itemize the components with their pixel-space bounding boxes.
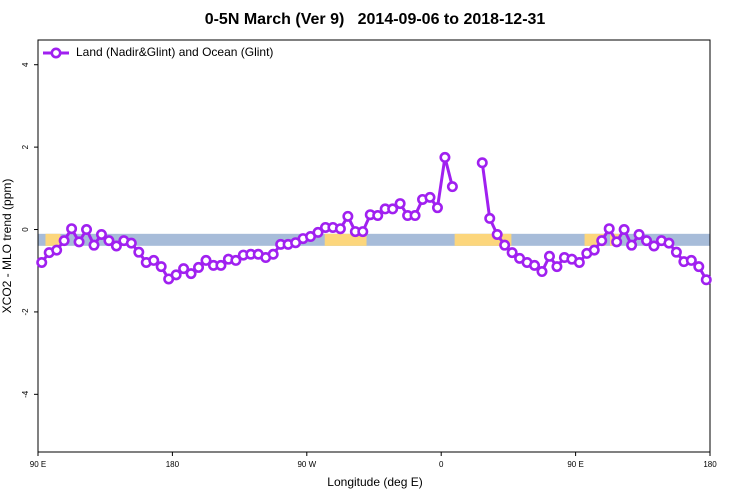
point [543, 250, 555, 262]
y-axis-label: XCO2 - MLO trend (ppm) [0, 179, 14, 314]
y-tick-label: -2 [21, 308, 30, 316]
point [334, 223, 346, 235]
legend-marker [50, 47, 62, 59]
point [424, 191, 436, 203]
point [588, 244, 600, 256]
point [51, 244, 63, 256]
point [73, 236, 85, 248]
point [596, 235, 608, 247]
point [394, 198, 406, 210]
point [110, 240, 122, 252]
point [125, 237, 137, 249]
surface-band [38, 233, 710, 246]
point [499, 239, 511, 251]
y-tick-label: 2 [21, 144, 30, 149]
legend-label: Land (Nadir&Glint) and Ocean (Glint) [76, 45, 273, 59]
point [446, 181, 458, 193]
x-tick-label: 90 E [30, 460, 46, 469]
y-tick-label: 0 [21, 227, 30, 232]
point [685, 254, 697, 266]
point [66, 223, 78, 235]
point [387, 203, 399, 215]
point [670, 246, 682, 258]
x-tick-label: 0 [439, 460, 444, 469]
point [626, 239, 638, 251]
point [267, 248, 279, 260]
point [529, 259, 541, 271]
point [58, 235, 70, 247]
point [81, 224, 93, 236]
point [133, 246, 145, 258]
point [536, 266, 548, 278]
point [200, 254, 212, 266]
point [36, 256, 48, 268]
point [476, 157, 488, 169]
point [431, 202, 443, 214]
point [148, 254, 160, 266]
point [700, 274, 712, 286]
point [155, 261, 167, 273]
point [603, 223, 615, 235]
point [230, 254, 242, 266]
point [312, 226, 324, 238]
point [491, 228, 503, 240]
y-tick-label: 4 [21, 62, 30, 67]
point [95, 228, 107, 240]
x-tick-label: 180 [703, 460, 717, 469]
point [663, 237, 675, 249]
point [103, 235, 115, 247]
y-tick-label: -4 [21, 390, 30, 398]
x-tick-label: 90 E [567, 460, 583, 469]
point [551, 261, 563, 273]
point [409, 210, 421, 222]
chart-title: 0-5N March (Ver 9) 2014-09-06 to 2018-12… [205, 11, 546, 28]
point [170, 269, 182, 281]
point [185, 268, 197, 280]
point [611, 236, 623, 248]
point [215, 259, 227, 271]
point [633, 228, 645, 240]
point [618, 224, 630, 236]
point [357, 226, 369, 238]
x-tick-label: 90 W [297, 460, 316, 469]
point [439, 151, 451, 163]
point [693, 261, 705, 273]
plot-frame [37, 39, 711, 453]
point [193, 261, 205, 273]
point [342, 210, 354, 222]
point [641, 235, 653, 247]
point [648, 240, 660, 252]
point [573, 256, 585, 268]
x-tick-label: 180 [166, 460, 180, 469]
point [372, 210, 384, 222]
point [88, 239, 100, 251]
surface-band [45, 233, 61, 246]
x-axis-label: Longitude (deg E) [327, 475, 422, 489]
point [178, 263, 190, 275]
point [506, 247, 518, 259]
point [484, 212, 496, 224]
